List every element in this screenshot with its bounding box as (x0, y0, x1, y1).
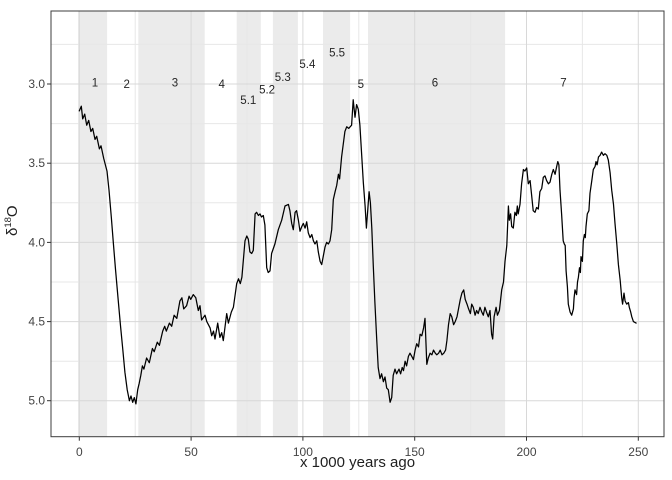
stage-label-1: 1 (92, 77, 98, 89)
x-axis: 0 50 100 150 200 250 (76, 436, 649, 459)
panel-border (50, 10, 665, 438)
grid-minor-layer (51, 11, 664, 437)
stage-label-5.4: 5.4 (299, 59, 316, 71)
stage-label-5.3: 5.3 (275, 72, 291, 84)
stage-label-5.5: 5.5 (329, 47, 345, 59)
x-tick-label: 50 (184, 445, 198, 459)
y-tick-label: 3.0 (28, 77, 45, 91)
stage-band-6 (368, 11, 506, 437)
stage-label-5.2: 5.2 (259, 85, 275, 97)
stage-band-1 (78, 11, 108, 437)
x-tick-label: 200 (516, 445, 536, 459)
stage-label-4: 4 (218, 79, 225, 91)
x-tick-label: 250 (628, 445, 648, 459)
stage-label-5.1: 5.1 (240, 95, 256, 107)
stage-label-5: 5 (358, 79, 364, 91)
y-tick-label: 4.5 (28, 315, 45, 329)
stage-label-2: 2 (123, 79, 129, 91)
y-axis: 3.0 3.5 4.0 4.5 5.0 (28, 77, 51, 408)
y-tick-label: 4.0 (28, 235, 45, 249)
stage-band-5.5 (323, 11, 351, 437)
y-tick-label: 3.5 (28, 156, 45, 170)
y-axis-title: δ18O (3, 205, 21, 236)
stage-labels-layer: 1 2 3 4 5.15.25.3 5.4 5.5 5 6 7 (92, 47, 567, 107)
stage-band-3 (138, 11, 205, 437)
stage-label-6: 6 (432, 77, 438, 89)
y-tick-label: 5.0 (28, 394, 45, 408)
isotope-curve (78, 99, 637, 405)
x-tick-label: 150 (405, 445, 425, 459)
stage-label-7: 7 (560, 77, 566, 89)
x-axis-title: x 1000 years ago (300, 454, 415, 471)
svg-text:δ18O: δ18O (3, 205, 21, 236)
chart-layers: 1 2 3 4 5.15.25.3 5.4 5.5 5 6 7 0 50 100 150 200 250 3.0… (28, 10, 665, 459)
stage-label-3: 3 (172, 77, 178, 89)
x-tick-label: 0 (76, 445, 83, 459)
stage-bands-layer (78, 11, 506, 437)
x-tick-label: 100 (293, 445, 313, 459)
stage-band-5.1 (236, 11, 261, 437)
